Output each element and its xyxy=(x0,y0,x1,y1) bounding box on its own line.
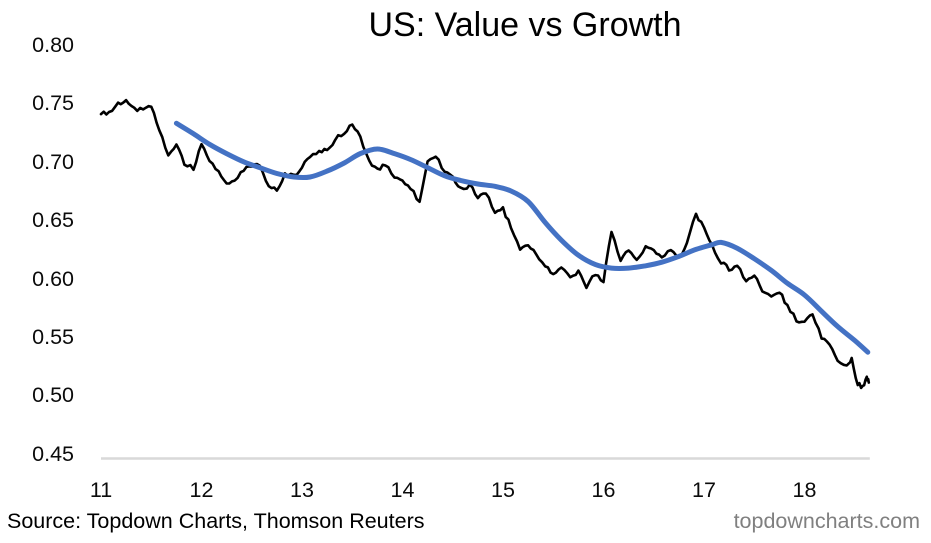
x-tick-label: 13 xyxy=(290,478,314,502)
source-note: Source: Topdown Charts, Thomson Reuters xyxy=(7,509,425,533)
y-tick-label: 0.60 xyxy=(32,266,74,291)
y-tick-label: 0.50 xyxy=(32,383,74,408)
value-growth-ratio-line xyxy=(99,98,871,390)
y-tick-label: 0.45 xyxy=(32,441,74,466)
y-tick-label: 0.75 xyxy=(32,91,74,116)
y-tick-label: 0.55 xyxy=(32,325,74,349)
y-tick-label: 0.65 xyxy=(32,208,74,233)
x-tick-label: 14 xyxy=(390,478,415,502)
x-tick-label: 16 xyxy=(591,478,616,502)
y-tick-label: 0.70 xyxy=(32,149,74,174)
y-tick-label: 0.80 xyxy=(32,33,74,57)
x-tick-label: 15 xyxy=(491,478,515,502)
smoothed-trend-line xyxy=(173,120,871,355)
x-tick-label: 17 xyxy=(692,478,716,502)
x-tick-label: 12 xyxy=(189,478,214,502)
chart-title: US: Value vs Growth xyxy=(368,6,682,44)
watermark: topdowncharts.com xyxy=(733,509,920,533)
x-tick-label: 11 xyxy=(89,478,113,502)
x-tick-label: 18 xyxy=(792,478,817,502)
